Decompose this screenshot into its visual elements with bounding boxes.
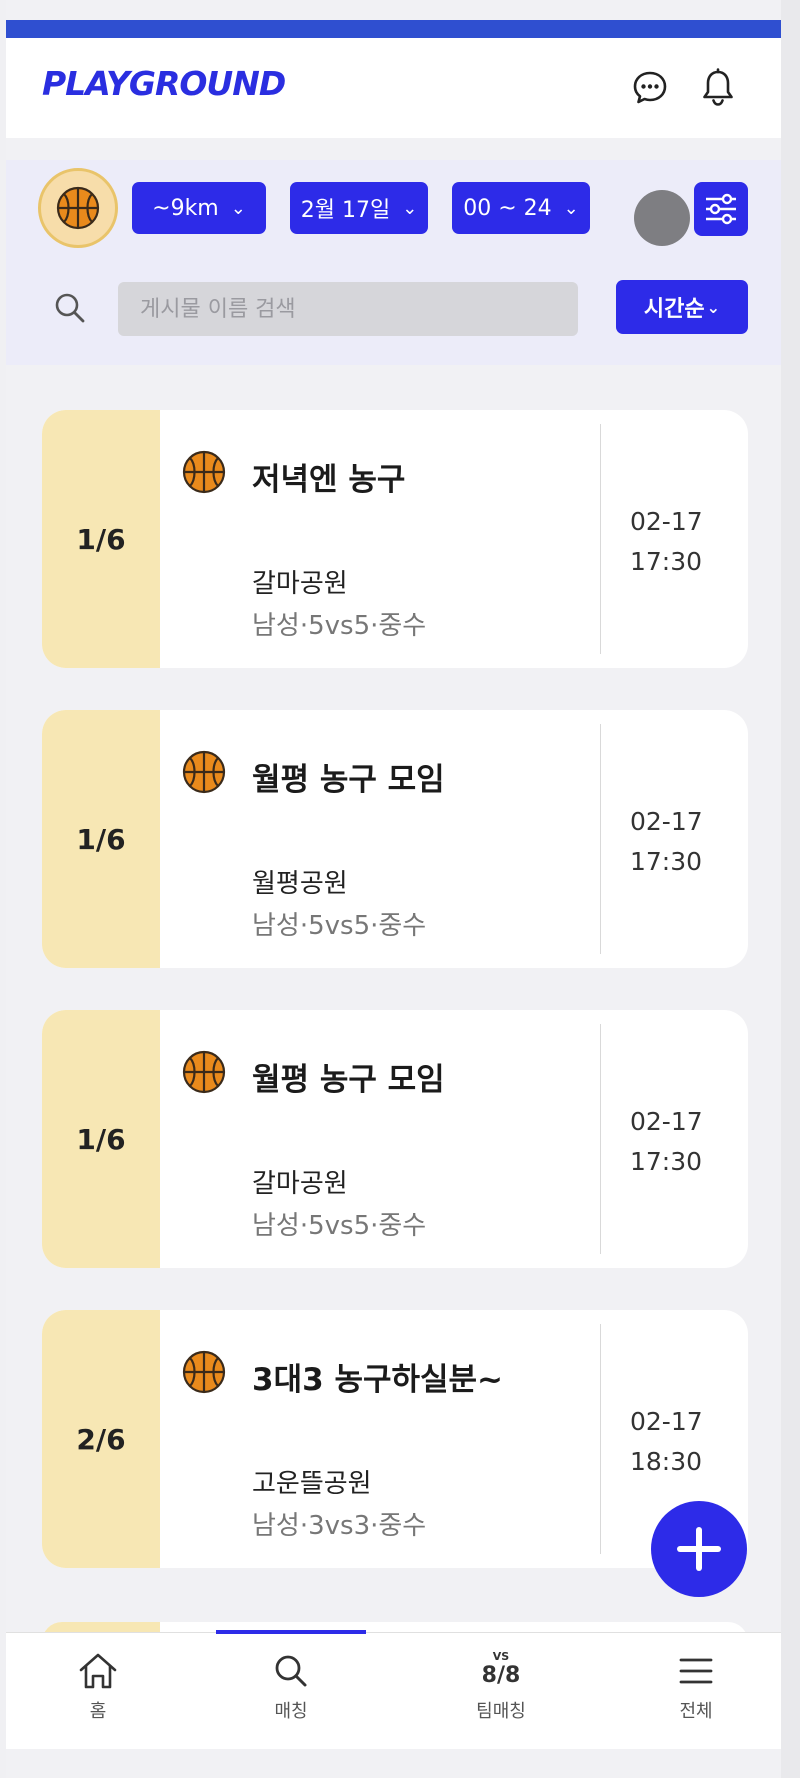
divider <box>600 1324 601 1554</box>
search-icon <box>55 293 85 323</box>
post-date: 02-17 <box>630 1407 703 1436</box>
basketball-icon <box>182 450 226 494</box>
time-filter[interactable]: 00 ~ 24 ⌄ <box>452 182 590 234</box>
participant-count: 1/6 <box>42 410 160 668</box>
menu-icon <box>679 1658 713 1684</box>
bell-icon[interactable] <box>696 66 740 110</box>
top-accent-bar <box>6 20 781 38</box>
basketball-icon <box>182 750 226 794</box>
team-match-glyph: 8/8 <box>481 1663 521 1688</box>
participant-count: 1/6 <box>42 1010 160 1268</box>
post-datetime: 02-17 17:30 <box>630 1102 703 1182</box>
chevron-down-icon: ⌄ <box>230 197 246 219</box>
sport-selector[interactable] <box>38 168 118 248</box>
chevron-down-icon: ⌄ <box>706 297 721 317</box>
team-match-badge: VS <box>492 1650 510 1663</box>
basketball-icon <box>182 1350 226 1394</box>
post-card[interactable]: 1/6 월평 농구 모임 갈마공원 남성·5vs5·중수 02-17 17:30 <box>42 1010 748 1268</box>
app-logo[interactable]: PLAYGROUND <box>42 64 286 103</box>
post-place: 고운뜰공원 <box>252 1469 372 1499</box>
date-value: 2월 17일 <box>300 198 391 223</box>
filter-settings-button[interactable] <box>694 182 748 236</box>
post-time: 18:30 <box>630 1447 703 1476</box>
home-icon <box>79 1653 117 1689</box>
nav-team-matching[interactable]: VS 8/8 팀매칭 <box>441 1651 561 1741</box>
nav-home[interactable]: 홈 <box>38 1651 158 1741</box>
time-value: 00 ~ 24 <box>463 195 552 221</box>
screen-edge <box>781 0 800 1778</box>
distance-value: ~9km <box>152 195 219 221</box>
post-search-input[interactable] <box>118 282 578 336</box>
basketball-icon <box>56 186 100 230</box>
chevron-down-icon: ⌄ <box>563 197 579 219</box>
team-match-icon: VS 8/8 <box>480 1651 522 1691</box>
post-datetime: 02-17 17:30 <box>630 802 703 882</box>
post-meta: 남성·3vs3·중수 <box>252 1511 427 1541</box>
chevron-down-icon: ⌄ <box>402 197 418 219</box>
sort-label: 시간순 <box>643 297 705 322</box>
chat-bubble-icon[interactable] <box>628 66 672 110</box>
post-time: 17:30 <box>630 547 703 576</box>
divider <box>600 424 601 654</box>
touch-indicator <box>634 190 690 246</box>
distance-filter[interactable]: ~9km ⌄ <box>132 182 266 234</box>
post-card[interactable]: 1/6 저녁엔 농구 갈마공원 남성·5vs5·중수 02-17 17:30 <box>42 410 748 668</box>
search-icon <box>275 1655 307 1687</box>
participant-count: 2/6 <box>42 1310 160 1568</box>
post-card[interactable]: 1/6 월평 농구 모임 월평공원 남성·5vs5·중수 02-17 17:30 <box>42 710 748 968</box>
sliders-icon <box>706 193 736 225</box>
date-filter[interactable]: 2월 17일 ⌄ <box>290 182 428 234</box>
app-screen: PLAYGROUND <box>6 0 781 1778</box>
post-date: 02-17 <box>630 507 703 536</box>
post-place: 월평공원 <box>252 869 348 899</box>
post-time: 17:30 <box>630 1147 703 1176</box>
post-title: 3대3 농구하실분~ <box>252 1362 504 1398</box>
post-title: 월평 농구 모임 <box>252 762 445 798</box>
post-title: 저녁엔 농구 <box>252 462 406 498</box>
nav-home-label: 홈 <box>89 1701 107 1722</box>
participant-count: 1/6 <box>42 710 160 968</box>
sort-dropdown[interactable]: 시간순 ⌄ <box>616 280 748 334</box>
post-place: 갈마공원 <box>252 1169 348 1199</box>
basketball-icon <box>182 1050 226 1094</box>
post-datetime: 02-17 17:30 <box>630 502 703 582</box>
post-meta: 남성·5vs5·중수 <box>252 911 427 941</box>
plus-icon <box>677 1527 721 1571</box>
divider <box>600 724 601 954</box>
nav-team-matching-label: 팀매칭 <box>476 1701 526 1722</box>
app-header: PLAYGROUND <box>6 38 781 138</box>
post-card[interactable]: 2/6 3대3 농구하실분~ 고운뜰공원 남성·3vs3·중수 02-17 18… <box>42 1310 748 1568</box>
post-date: 02-17 <box>630 1107 703 1136</box>
post-title: 월평 농구 모임 <box>252 1062 445 1098</box>
active-tab-indicator <box>216 1630 366 1634</box>
nav-all-label: 전체 <box>679 1701 713 1722</box>
post-meta: 남성·5vs5·중수 <box>252 1211 427 1241</box>
post-meta: 남성·5vs5·중수 <box>252 611 427 641</box>
post-time: 17:30 <box>630 847 703 876</box>
post-datetime: 02-17 18:30 <box>630 1402 703 1482</box>
post-date: 02-17 <box>630 807 703 836</box>
divider <box>600 1024 601 1254</box>
nav-matching[interactable]: 매칭 <box>231 1651 351 1741</box>
post-place: 갈마공원 <box>252 569 348 599</box>
bottom-nav: 홈 매칭 VS 8/8 팀매칭 전체 <box>6 1630 781 1749</box>
nav-all[interactable]: 전체 <box>636 1651 756 1741</box>
create-post-button[interactable] <box>651 1501 747 1597</box>
nav-matching-label: 매칭 <box>274 1701 308 1722</box>
